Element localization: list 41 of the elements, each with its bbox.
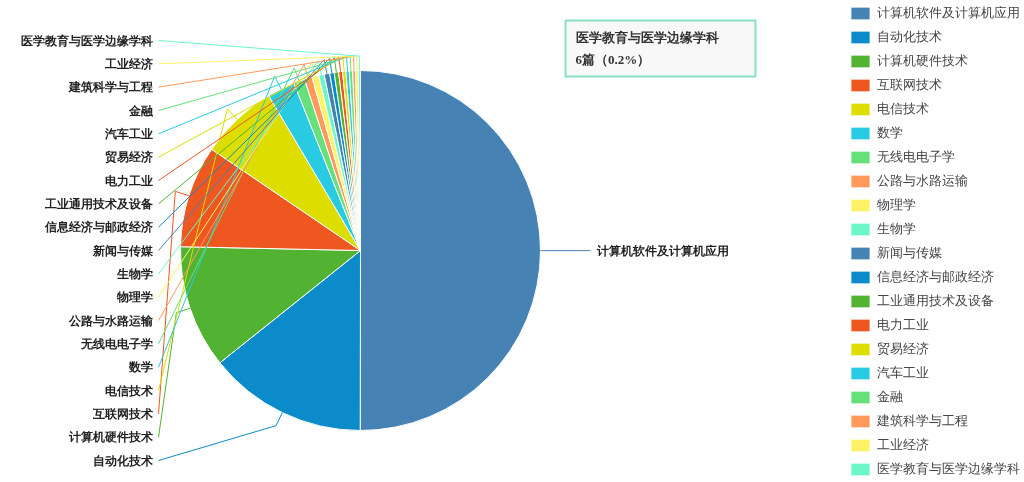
slice-label: 贸易经济: [104, 150, 153, 165]
slice-label: 工业通用技术及设备: [43, 196, 153, 211]
legend-label: 计算机软件及计算机应用: [877, 4, 1020, 22]
slice-label: 建筑科学与工程: [67, 80, 153, 95]
legend-label: 数学: [877, 124, 903, 142]
legend-label: 生物学: [877, 220, 916, 238]
legend-label: 工业通用技术及设备: [877, 292, 994, 310]
legend-label: 计算机硬件技术: [877, 52, 968, 70]
slice-label: 计算机硬件技术: [67, 430, 153, 445]
slice-label: 医学教育与医学边缘学科: [20, 33, 153, 48]
legend-label: 信息经济与邮政经济: [877, 268, 994, 286]
slice-label: 汽车工业: [103, 126, 153, 141]
legend-label: 互联网技术: [877, 76, 942, 94]
text: 医学教育与医学边缘学科 6篇（0.2%）: [575, 30, 719, 67]
slice-label: 信息经济与邮政经济: [43, 220, 153, 235]
legend-label: 电力工业: [877, 316, 929, 334]
slice-label: 无线电电子学: [79, 336, 153, 351]
legend-label: 公路与水路运输: [877, 172, 968, 190]
slice-label: 金融: [127, 103, 154, 118]
legend-label: 工业经济: [877, 436, 929, 454]
legend-label: 金融: [877, 388, 903, 406]
slice-label: 电信技术: [104, 383, 153, 398]
slice-label: 自动化技术: [92, 453, 153, 468]
legend-label: 贸易经济: [877, 340, 929, 358]
slice-label: 物理学: [115, 290, 153, 305]
legend-label: 无线电电子学: [877, 148, 955, 166]
legend-label: 新闻与传媒: [877, 244, 942, 262]
legend-label: 建筑科学与工程: [877, 412, 968, 430]
slice-label: 公路与水路运输: [67, 313, 154, 328]
slice-label: 电力工业: [104, 173, 153, 188]
legend-label: 物理学: [877, 196, 916, 214]
slice-label: 数学: [127, 360, 153, 375]
legend-label: 自动化技术: [877, 28, 942, 46]
slice-label: 新闻与传媒: [91, 243, 154, 258]
slice-label: 生物学: [115, 266, 153, 281]
legend-label: 医学教育与医学边缘学科: [877, 460, 1020, 478]
legend-label: 电信技术: [877, 100, 929, 118]
slice-label: 计算机软件及计算机应用: [595, 243, 729, 258]
legend-label: 汽车工业: [877, 364, 929, 382]
slice-label: 互联网技术: [91, 406, 153, 421]
slice-label: 工业经济: [103, 56, 153, 71]
